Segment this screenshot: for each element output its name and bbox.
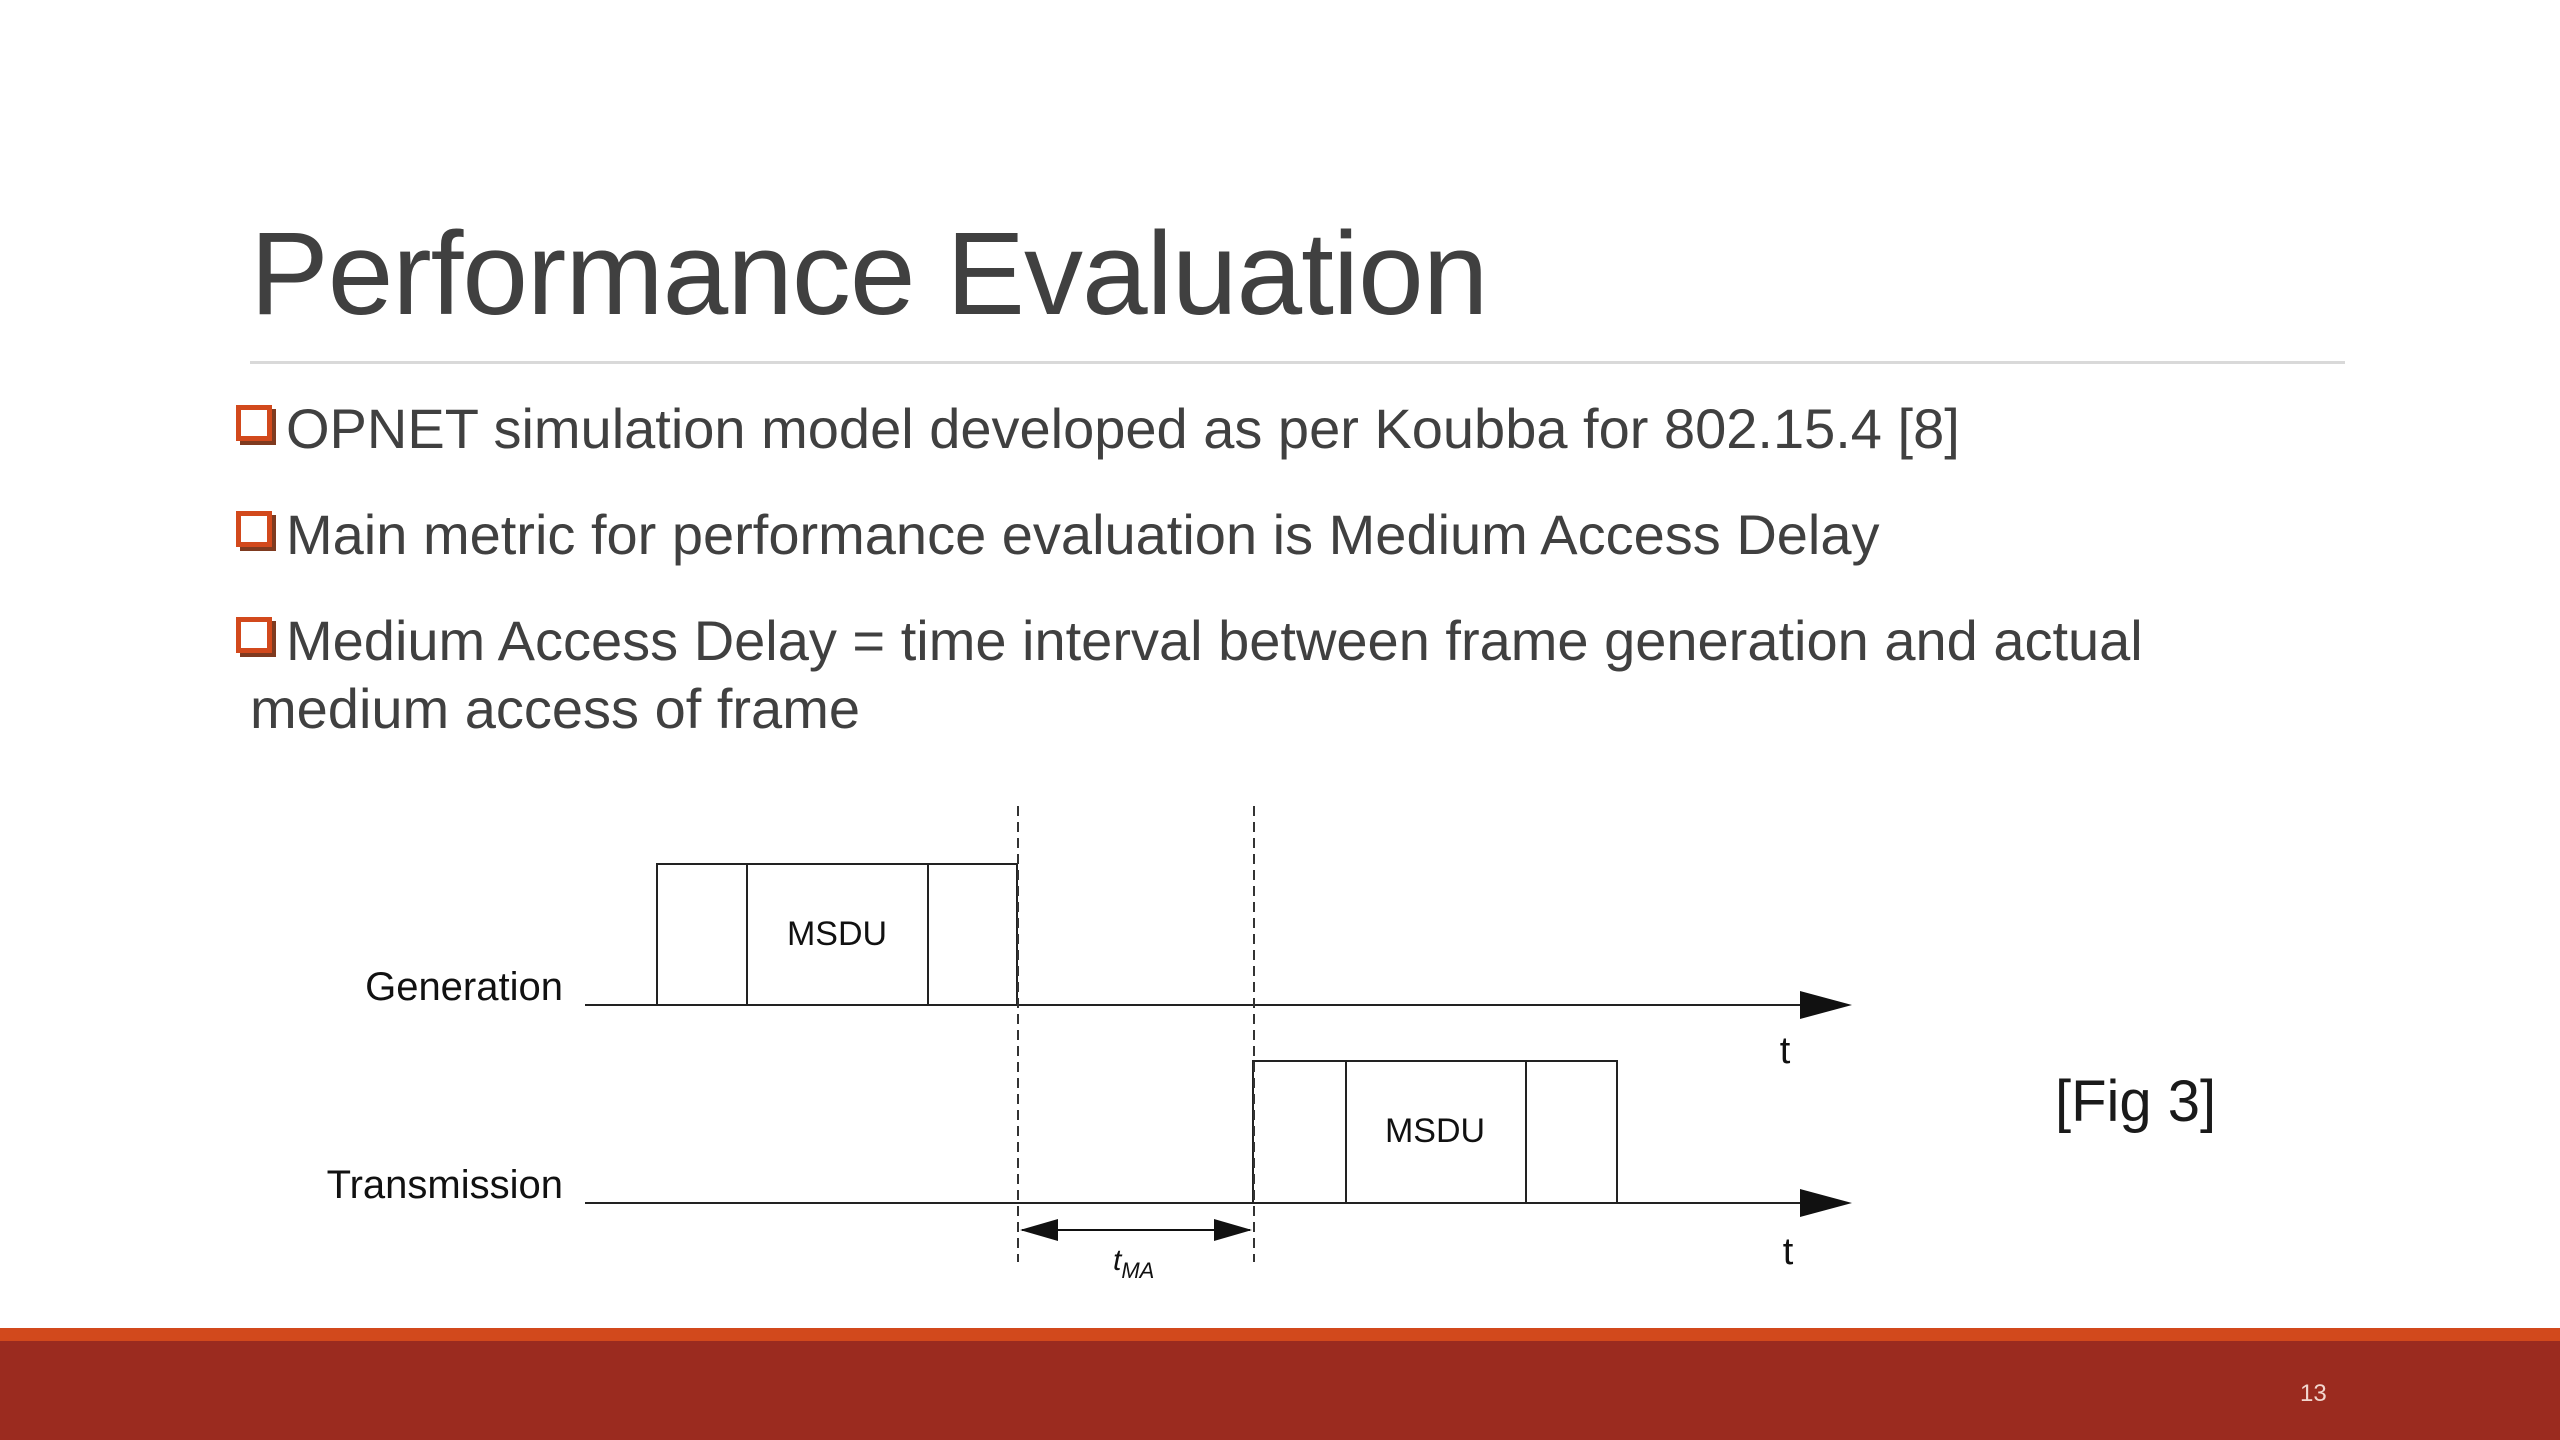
footer-accent-line — [0, 1328, 2560, 1341]
page-number: 13 — [2300, 1380, 2327, 1407]
transmission-frame-box — [1252, 1060, 1618, 1204]
checkbox-bullet-icon — [236, 617, 272, 653]
generation-label: Generation — [365, 965, 563, 1009]
generation-timeline: MSDU Generation t — [365, 863, 1852, 1072]
footer-bar — [0, 1341, 2560, 1440]
bullet-item: Medium Access Delay = time interval betw… — [232, 607, 2352, 743]
transmission-label: Transmission — [327, 1163, 563, 1207]
checkbox-bullet-icon — [236, 405, 272, 441]
delay-right-arrow-icon — [1214, 1219, 1252, 1241]
bullet-list: OPNET simulation model developed as per … — [232, 395, 2352, 781]
medium-access-delay-measure: tMA — [1020, 1219, 1252, 1283]
delay-label-base: t — [1113, 1244, 1123, 1277]
transmission-timeline: MSDU Transmission t — [327, 1060, 1852, 1273]
figure-reference-label: [Fig 3] — [2055, 1069, 2217, 1134]
delay-left-arrow-icon — [1020, 1219, 1058, 1241]
checkbox-bullet-icon — [236, 511, 272, 547]
generation-axis-arrow-icon — [1800, 991, 1852, 1019]
delay-label: tMA — [1113, 1244, 1154, 1283]
transmission-axis-label: t — [1783, 1231, 1794, 1273]
generation-frame-box — [656, 863, 1018, 1006]
delay-label-subscript: MA — [1121, 1258, 1154, 1283]
generation-frame-label: MSDU — [787, 915, 887, 953]
slide-title: Performance Evaluation — [250, 208, 1488, 340]
generation-axis-label: t — [1780, 1030, 1791, 1072]
bullet-item: Main metric for performance evaluation i… — [232, 501, 2352, 569]
transmission-axis-arrow-icon — [1800, 1189, 1852, 1217]
bullet-text: Main metric for performance evaluation i… — [286, 503, 1880, 566]
bullet-continuation-text: medium access of frame — [250, 677, 860, 740]
bullet-text: OPNET simulation model developed as per … — [286, 397, 1960, 460]
transmission-frame-label: MSDU — [1385, 1112, 1485, 1150]
bullet-text: Medium Access Delay = time interval betw… — [286, 609, 2143, 672]
bullet-item: OPNET simulation model developed as per … — [232, 395, 2352, 463]
title-divider — [250, 361, 2345, 364]
